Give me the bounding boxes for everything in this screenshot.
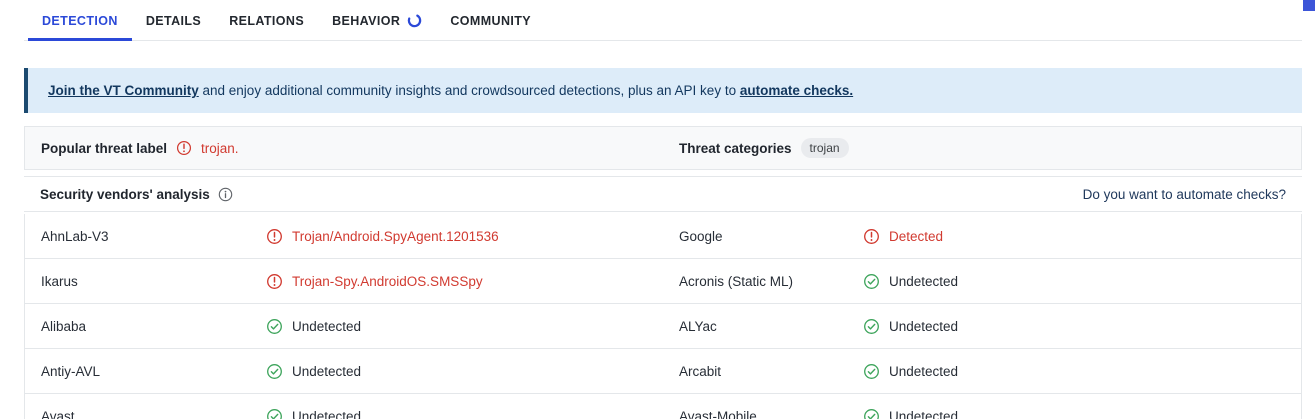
alert-icon: [266, 273, 283, 290]
vendor-cell: Google Detected: [663, 214, 1301, 258]
tab-bar: DETECTION DETAILS RELATIONS BEHAVIOR COM…: [0, 0, 1316, 41]
vendor-name: Arcabit: [679, 363, 722, 379]
community-banner: Join the VT Community and enjoy addition…: [24, 68, 1302, 113]
check-icon: [863, 318, 880, 335]
detection-result: Undetected: [292, 408, 362, 419]
check-icon: [863, 408, 880, 419]
vendor-name: Acronis (Static ML): [679, 273, 794, 289]
detection-result: Trojan/Android.SpyAgent.1201536: [292, 228, 499, 244]
alert-icon: [863, 228, 880, 245]
banner-text: and enjoy additional community insights …: [198, 83, 740, 98]
threat-category-tag[interactable]: trojan: [800, 138, 849, 158]
vendor-cell: Ikarus Trojan-Spy.AndroidOS.SMSSpy: [25, 259, 663, 303]
vendor-name: ALYac: [679, 318, 717, 334]
scrollbar-track[interactable]: [1302, 0, 1316, 419]
scrollbar-thumb[interactable]: [1303, 0, 1315, 11]
join-vt-community-link[interactable]: Join the VT Community: [48, 83, 199, 98]
popular-threat-value: trojan.: [201, 140, 239, 156]
tab-community[interactable]: COMMUNITY: [436, 0, 545, 41]
vendor-name: Antiy-AVL: [41, 363, 101, 379]
threat-categories-cell: Threat categories trojan: [663, 127, 1301, 169]
vendor-name: Ikarus: [41, 273, 78, 289]
vendors-table: AhnLab-V3 Trojan/Android.SpyAgent.120153…: [24, 214, 1302, 419]
detection-result: Trojan-Spy.AndroidOS.SMSSpy: [292, 273, 483, 289]
tab-label: BEHAVIOR: [332, 13, 401, 28]
table-row: Avast Undetected Avast-Mobile Undetected: [25, 394, 1301, 419]
automate-checks-link[interactable]: automate checks.: [739, 83, 854, 98]
vendor-cell: Arcabit Undetected: [663, 349, 1301, 393]
vendor-cell: Acronis (Static ML) Undetected: [663, 259, 1301, 303]
tab-relations[interactable]: RELATIONS: [215, 0, 318, 41]
vendors-analysis-title: Security vendors' analysis: [40, 186, 210, 202]
alert-icon: [176, 140, 192, 156]
tab-label: RELATIONS: [229, 13, 305, 28]
vendor-name: Avast-Mobile: [679, 408, 757, 419]
check-icon: [266, 318, 283, 335]
vendor-cell: Antiy-AVL Undetected: [25, 349, 663, 393]
detection-result: Undetected: [889, 363, 959, 379]
tab-label: DETECTION: [42, 13, 118, 28]
alert-icon: [266, 228, 283, 245]
table-row: Antiy-AVL Undetected Arcabit Undetected: [25, 349, 1301, 394]
tab-details[interactable]: DETAILS: [132, 0, 215, 41]
vendor-cell: Avast Undetected: [25, 394, 663, 419]
threat-categories-label: Threat categories: [679, 140, 792, 156]
vendor-cell: Alibaba Undetected: [25, 304, 663, 348]
detection-result: Undetected: [292, 318, 362, 334]
detection-result: Detected: [889, 228, 944, 244]
tabbar-divider: [24, 40, 1302, 41]
vendor-name: Google: [679, 228, 723, 244]
vendor-cell: Avast-Mobile Undetected: [663, 394, 1301, 419]
tab-label: DETAILS: [145, 13, 202, 28]
table-row: AhnLab-V3 Trojan/Android.SpyAgent.120153…: [25, 214, 1301, 259]
vendors-analysis-header: Security vendors' analysis Do you want t…: [24, 176, 1302, 212]
vendor-name: Alibaba: [41, 318, 87, 334]
loading-spinner-icon: [407, 13, 422, 28]
popular-threat-label: Popular threat label: [41, 140, 168, 156]
tab-label: COMMUNITY: [450, 13, 532, 28]
popular-threat-label-cell: Popular threat label trojan.: [25, 127, 663, 169]
detection-result: Undetected: [292, 363, 362, 379]
table-row: Ikarus Trojan-Spy.AndroidOS.SMSSpy Acron…: [25, 259, 1301, 304]
automate-checks-cta-link[interactable]: Do you want to automate checks?: [1082, 186, 1286, 202]
detection-result: Undetected: [889, 273, 959, 289]
table-row: Alibaba Undetected ALYac Undetected: [25, 304, 1301, 349]
tab-detection[interactable]: DETECTION: [28, 0, 132, 41]
tabs: DETECTION DETAILS RELATIONS BEHAVIOR COM…: [28, 0, 545, 41]
check-icon: [266, 408, 283, 419]
threat-summary-band: Popular threat label trojan. Threat cate…: [24, 126, 1302, 170]
check-icon: [863, 273, 880, 290]
detection-result: Undetected: [889, 408, 959, 419]
vendor-name: AhnLab-V3: [41, 228, 109, 244]
check-icon: [266, 363, 283, 380]
info-circle-icon[interactable]: [218, 187, 233, 202]
vendor-name: Avast: [41, 408, 75, 419]
vendor-cell: ALYac Undetected: [663, 304, 1301, 348]
vendor-cell: AhnLab-V3 Trojan/Android.SpyAgent.120153…: [25, 214, 663, 258]
check-icon: [863, 363, 880, 380]
tab-behavior[interactable]: BEHAVIOR: [318, 0, 436, 41]
detection-result: Undetected: [889, 318, 959, 334]
